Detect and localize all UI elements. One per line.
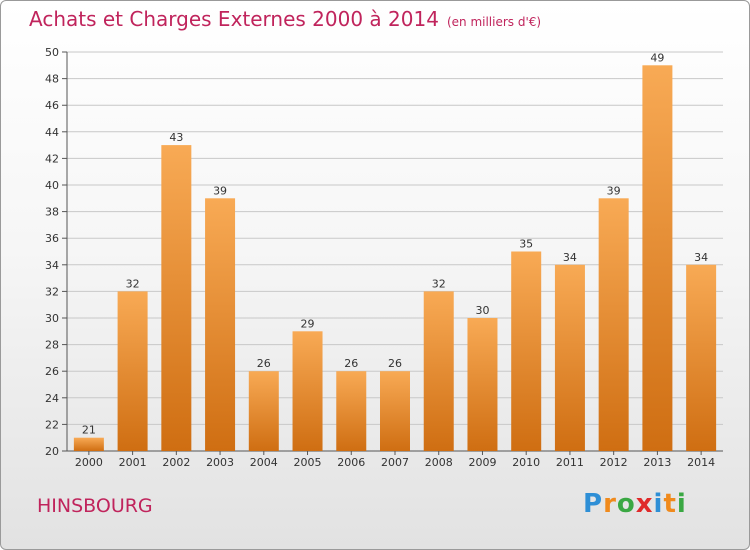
y-tick-label: 34 <box>45 259 59 272</box>
chart-title: Achats et Charges Externes 2000 à 2014 (e… <box>29 7 541 31</box>
data-label-2014: 34 <box>694 251 708 264</box>
bar-2010 <box>511 251 542 451</box>
x-tick-label: 2001 <box>119 456 147 469</box>
x-tick-label: 2007 <box>381 456 409 469</box>
data-label-2002: 43 <box>169 131 183 144</box>
bar-2012 <box>598 198 629 451</box>
bar-2005 <box>292 331 323 451</box>
y-tick-label: 28 <box>45 339 59 352</box>
y-tick-label: 46 <box>45 99 59 112</box>
x-tick-label: 2011 <box>556 456 584 469</box>
y-tick-label: 30 <box>45 312 59 325</box>
x-tick-label: 2010 <box>512 456 540 469</box>
y-tick-label: 44 <box>45 126 59 139</box>
x-tick-label: 2000 <box>75 456 103 469</box>
x-tick-label: 2009 <box>468 456 496 469</box>
x-tick-label: 2014 <box>687 456 715 469</box>
bar-2003 <box>205 198 236 451</box>
x-tick-label: 2013 <box>643 456 671 469</box>
y-tick-label: 36 <box>45 232 59 245</box>
x-tick-label: 2002 <box>162 456 190 469</box>
y-tick-label: 20 <box>45 445 59 458</box>
x-tick-label: 2003 <box>206 456 234 469</box>
data-label-2003: 39 <box>213 184 227 197</box>
logo-letter: i <box>676 489 687 519</box>
x-tick-label: 2006 <box>337 456 365 469</box>
y-tick-label: 24 <box>45 392 59 405</box>
bar-2001 <box>117 291 148 451</box>
y-tick-label: 50 <box>45 46 59 59</box>
y-tick-label: 26 <box>45 365 59 378</box>
data-label-2001: 32 <box>126 277 140 290</box>
y-tick-label: 32 <box>45 285 59 298</box>
bars <box>73 65 717 452</box>
logo-letter: r <box>603 489 617 519</box>
logo-letter: i <box>653 489 664 519</box>
bar-2002 <box>161 145 192 451</box>
data-label-2000: 21 <box>82 424 96 437</box>
data-label-2010: 35 <box>519 238 533 251</box>
data-label-2011: 34 <box>563 251 577 264</box>
y-tick-label: 40 <box>45 179 59 192</box>
data-labels: 21 32 43 39 26 29 26 26 32 30 35 34 39 49 34 <box>82 51 708 436</box>
bar-2009 <box>467 318 498 451</box>
chart-title-text: Achats et Charges Externes 2000 à 2014 <box>29 7 439 31</box>
data-label-2007: 26 <box>388 357 402 370</box>
data-label-2012: 39 <box>607 184 621 197</box>
bar-2014 <box>686 264 717 451</box>
logo-letter: P <box>583 489 604 519</box>
bar-2011 <box>554 264 585 451</box>
y-tick-label: 38 <box>45 206 59 219</box>
x-tick-label: 2004 <box>250 456 278 469</box>
data-label-2013: 49 <box>650 51 664 64</box>
data-label-2004: 26 <box>257 357 271 370</box>
x-tick-label: 2012 <box>600 456 628 469</box>
data-label-2006: 26 <box>344 357 358 370</box>
bar-2004 <box>248 371 279 451</box>
place-name: HINSBOURG <box>37 495 153 517</box>
bar-2008 <box>423 291 454 451</box>
bar-2007 <box>380 371 410 451</box>
logo-letter: o <box>616 489 636 519</box>
bar-2000 <box>73 437 104 451</box>
y-tick-label: 42 <box>45 152 59 165</box>
x-tick-label: 2005 <box>294 456 322 469</box>
logo-letter: t <box>663 489 677 519</box>
bar-2006 <box>336 371 367 451</box>
y-tick-label: 22 <box>45 418 59 431</box>
data-label-2008: 32 <box>432 277 446 290</box>
x-tick-label: 2008 <box>425 456 453 469</box>
logo-letter: x <box>635 489 654 519</box>
chart-subtitle: (en milliers d'€) <box>446 15 542 29</box>
proxiti-logo[interactable]: Proxiti <box>583 489 687 519</box>
y-tick-label: 48 <box>45 73 59 86</box>
bar-2013 <box>642 65 673 452</box>
data-label-2005: 29 <box>301 317 315 330</box>
data-label-2009: 30 <box>475 304 489 317</box>
